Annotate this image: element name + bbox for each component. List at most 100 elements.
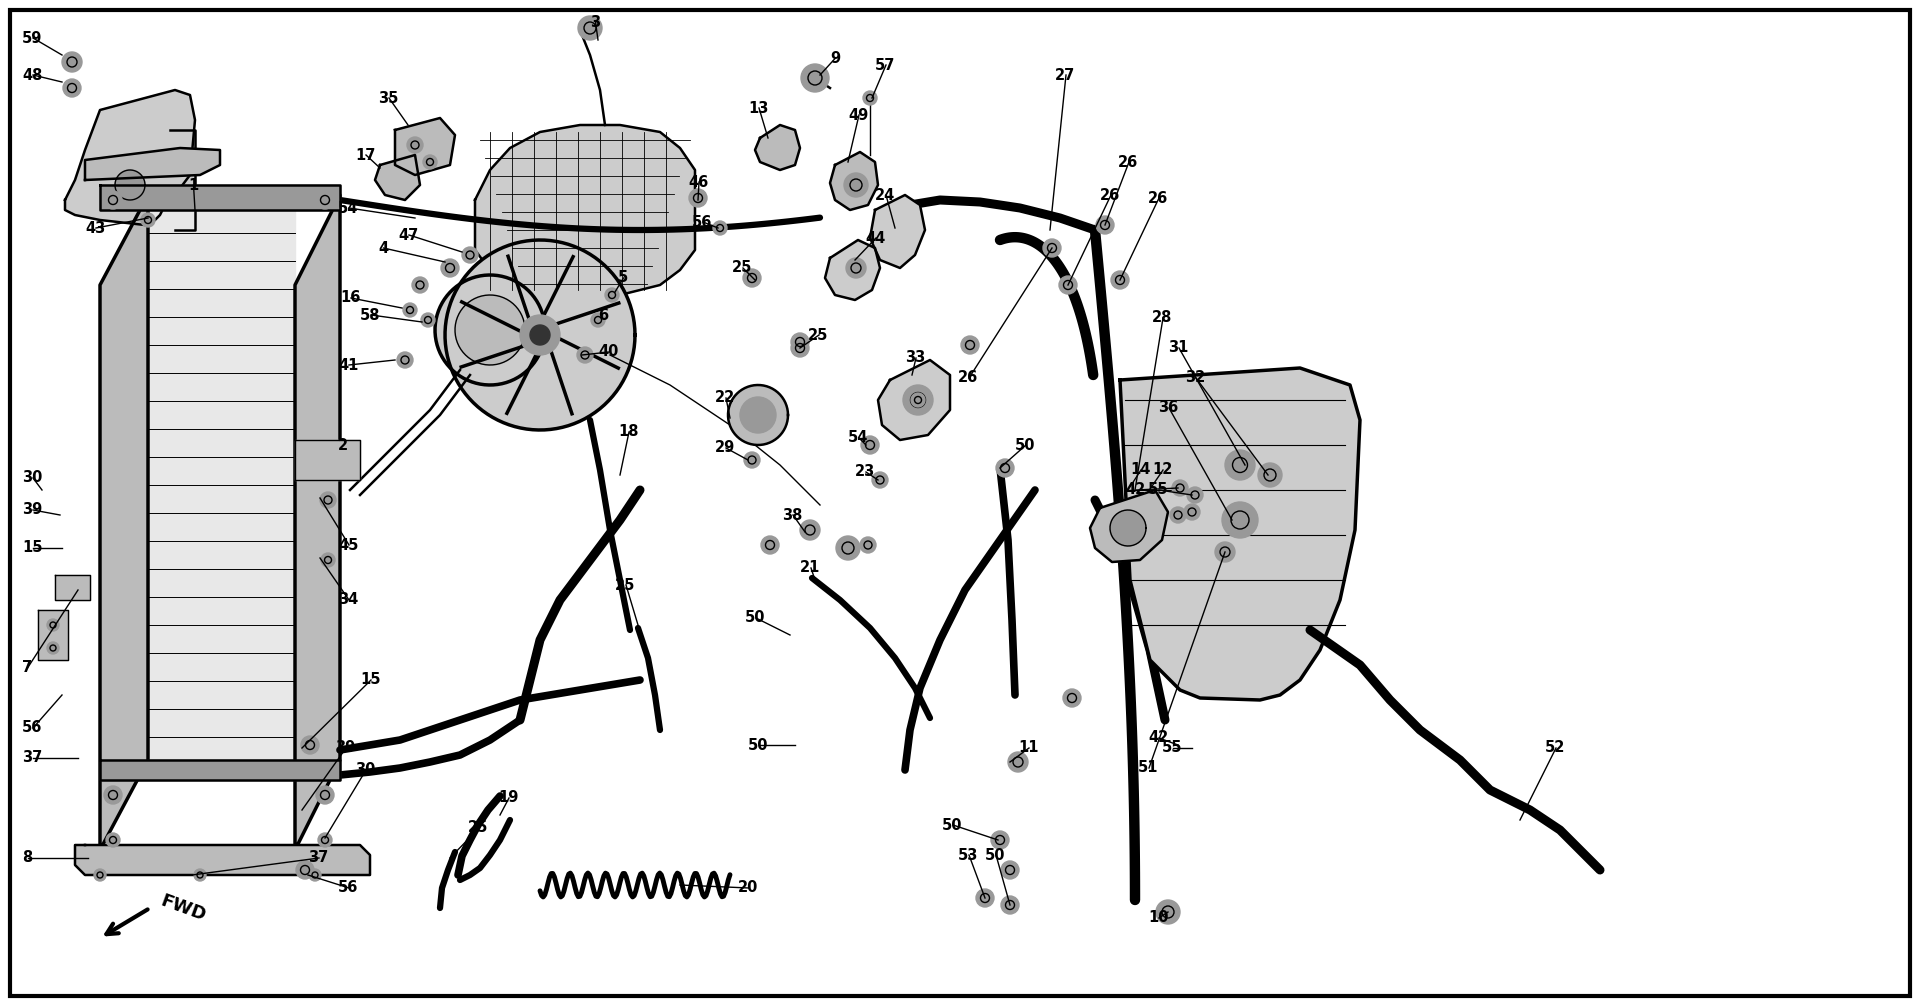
Circle shape	[1225, 450, 1256, 480]
Polygon shape	[474, 125, 695, 298]
Text: 39: 39	[334, 740, 355, 756]
Polygon shape	[296, 195, 340, 850]
Text: 59: 59	[21, 30, 42, 45]
Circle shape	[860, 537, 876, 553]
Text: 42: 42	[1125, 483, 1144, 498]
Circle shape	[605, 288, 618, 302]
Circle shape	[319, 833, 332, 847]
Text: 49: 49	[849, 108, 868, 123]
Circle shape	[61, 52, 83, 72]
Circle shape	[94, 869, 106, 881]
Circle shape	[1008, 752, 1027, 772]
Text: 12: 12	[1152, 463, 1173, 478]
Text: 56: 56	[691, 214, 712, 229]
Text: 25: 25	[468, 821, 488, 836]
Text: 6: 6	[597, 308, 609, 323]
Circle shape	[194, 869, 205, 881]
Text: 45: 45	[338, 537, 359, 552]
Circle shape	[860, 436, 879, 454]
Circle shape	[1112, 271, 1129, 289]
Circle shape	[403, 303, 417, 317]
Text: 56: 56	[338, 880, 359, 895]
Text: 11: 11	[1018, 740, 1039, 756]
Circle shape	[46, 619, 60, 631]
Text: 55: 55	[1162, 740, 1183, 756]
Circle shape	[745, 452, 760, 468]
Circle shape	[728, 385, 787, 445]
Circle shape	[1000, 861, 1020, 879]
Circle shape	[104, 786, 123, 804]
Polygon shape	[829, 152, 877, 210]
Polygon shape	[396, 118, 455, 175]
Circle shape	[801, 520, 820, 540]
Circle shape	[317, 191, 334, 209]
Text: 55: 55	[1148, 483, 1169, 498]
Polygon shape	[1091, 490, 1167, 562]
Text: 29: 29	[714, 441, 735, 456]
Text: 27: 27	[1054, 67, 1075, 82]
Text: 37: 37	[21, 750, 42, 766]
Text: 28: 28	[1152, 311, 1173, 326]
Text: 24: 24	[876, 187, 895, 202]
Text: 33: 33	[904, 350, 925, 365]
Text: 43: 43	[84, 220, 106, 235]
Text: 30: 30	[21, 471, 42, 486]
Text: 5: 5	[618, 271, 628, 286]
Circle shape	[847, 258, 866, 278]
Text: 38: 38	[781, 507, 803, 522]
Circle shape	[442, 259, 459, 277]
Circle shape	[801, 64, 829, 92]
Polygon shape	[148, 195, 296, 760]
Polygon shape	[84, 148, 221, 180]
Circle shape	[301, 736, 319, 754]
Circle shape	[712, 221, 728, 235]
Circle shape	[845, 173, 868, 197]
Text: 15: 15	[21, 540, 42, 555]
Polygon shape	[56, 575, 90, 600]
Text: 30: 30	[355, 763, 376, 778]
Circle shape	[902, 385, 933, 415]
Polygon shape	[826, 240, 879, 300]
Text: 7: 7	[21, 661, 33, 675]
Circle shape	[445, 240, 636, 430]
Text: 15: 15	[361, 672, 380, 687]
Circle shape	[862, 91, 877, 105]
Text: 10: 10	[1148, 910, 1169, 926]
Circle shape	[991, 831, 1010, 849]
Text: 57: 57	[876, 57, 895, 72]
Circle shape	[309, 869, 321, 881]
Text: 4: 4	[378, 240, 388, 256]
Circle shape	[520, 315, 561, 355]
Polygon shape	[877, 360, 950, 440]
Text: 47: 47	[397, 227, 419, 242]
Circle shape	[578, 16, 603, 40]
Circle shape	[1169, 507, 1187, 523]
Text: 46: 46	[687, 174, 708, 189]
Circle shape	[106, 833, 119, 847]
Circle shape	[317, 786, 334, 804]
Polygon shape	[296, 440, 361, 480]
Circle shape	[760, 536, 780, 554]
Circle shape	[1215, 542, 1235, 562]
Text: 3: 3	[589, 14, 601, 29]
Text: 58: 58	[361, 308, 380, 323]
Text: 26: 26	[1100, 187, 1119, 202]
Circle shape	[455, 295, 524, 365]
Circle shape	[296, 861, 315, 879]
Circle shape	[1043, 239, 1062, 257]
Text: 16: 16	[340, 291, 361, 306]
Circle shape	[422, 155, 438, 169]
Text: 17: 17	[355, 148, 376, 163]
Text: 21: 21	[801, 560, 820, 575]
Text: 20: 20	[737, 880, 758, 895]
Circle shape	[591, 313, 605, 327]
Circle shape	[910, 393, 925, 407]
Circle shape	[321, 553, 334, 567]
Text: 25: 25	[732, 261, 753, 276]
Text: 31: 31	[1167, 340, 1188, 355]
Text: 54: 54	[849, 431, 868, 446]
Text: 39: 39	[21, 503, 42, 517]
Circle shape	[1156, 900, 1181, 924]
Polygon shape	[38, 610, 67, 660]
Circle shape	[104, 191, 123, 209]
